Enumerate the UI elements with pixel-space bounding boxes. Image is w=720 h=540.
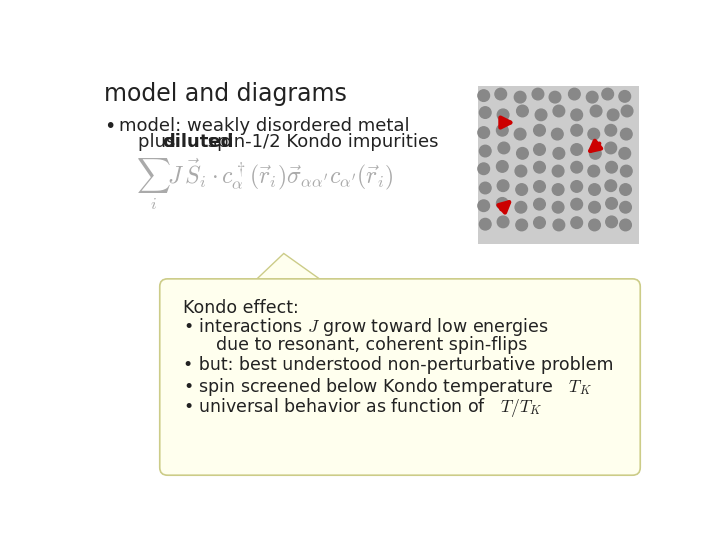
Circle shape <box>588 129 600 140</box>
Text: plus: plus <box>138 133 181 151</box>
Circle shape <box>534 181 545 192</box>
Circle shape <box>606 161 617 173</box>
FancyBboxPatch shape <box>160 279 640 475</box>
Circle shape <box>621 165 632 177</box>
Circle shape <box>590 105 602 117</box>
Circle shape <box>569 88 580 100</box>
Circle shape <box>606 198 617 209</box>
Circle shape <box>621 105 633 117</box>
Circle shape <box>553 219 564 231</box>
Circle shape <box>605 125 616 136</box>
Circle shape <box>497 125 508 136</box>
Circle shape <box>534 125 545 136</box>
Circle shape <box>515 201 527 213</box>
Circle shape <box>534 144 545 156</box>
Circle shape <box>498 109 509 120</box>
Circle shape <box>620 219 631 231</box>
Text: • interactions $J$ grow toward low energies: • interactions $J$ grow toward low energ… <box>183 316 549 338</box>
Circle shape <box>534 161 545 173</box>
Circle shape <box>495 88 507 100</box>
Text: •: • <box>104 117 115 136</box>
Bar <box>250 286 330 289</box>
Circle shape <box>516 219 528 231</box>
Circle shape <box>517 105 528 117</box>
Circle shape <box>478 163 490 174</box>
Circle shape <box>514 129 526 140</box>
Circle shape <box>478 90 490 102</box>
Text: due to resonant, coherent spin-flips: due to resonant, coherent spin-flips <box>183 336 527 354</box>
Circle shape <box>534 217 545 228</box>
Polygon shape <box>249 253 330 287</box>
Circle shape <box>535 109 547 120</box>
Circle shape <box>480 182 491 194</box>
Circle shape <box>552 201 564 213</box>
Circle shape <box>589 184 600 195</box>
Text: spin-1/2 Kondo impurities: spin-1/2 Kondo impurities <box>202 133 439 151</box>
Circle shape <box>515 165 527 177</box>
Circle shape <box>590 147 601 159</box>
Circle shape <box>571 161 582 173</box>
Circle shape <box>571 109 582 120</box>
Circle shape <box>478 200 490 212</box>
Circle shape <box>606 216 617 228</box>
Circle shape <box>589 219 600 231</box>
Circle shape <box>553 105 564 117</box>
Circle shape <box>571 181 582 192</box>
Circle shape <box>534 198 545 210</box>
Circle shape <box>552 165 564 177</box>
Circle shape <box>589 201 600 213</box>
Circle shape <box>532 88 544 100</box>
Circle shape <box>571 198 582 210</box>
Circle shape <box>620 201 631 213</box>
Bar <box>477 86 639 244</box>
Circle shape <box>621 129 632 140</box>
Circle shape <box>514 91 526 103</box>
Circle shape <box>552 129 563 140</box>
Circle shape <box>586 91 598 103</box>
Circle shape <box>602 88 613 100</box>
Circle shape <box>478 127 490 138</box>
Circle shape <box>619 147 631 159</box>
Text: model and diagrams: model and diagrams <box>104 82 347 106</box>
Circle shape <box>497 198 508 209</box>
Circle shape <box>571 217 582 228</box>
Circle shape <box>498 180 509 192</box>
Text: • but: best understood non-perturbative problem: • but: best understood non-perturbative … <box>183 356 613 374</box>
Circle shape <box>619 91 631 102</box>
Text: • universal behavior as function of   $T/T_K$: • universal behavior as function of $T/T… <box>183 396 542 419</box>
Circle shape <box>517 147 528 159</box>
Circle shape <box>552 184 564 195</box>
Circle shape <box>480 145 491 157</box>
Circle shape <box>497 161 508 172</box>
Text: $\sum_i J\,\vec{S}_i \cdot c^\dagger_\alpha(\vec{r}_i)\vec{\sigma}_{\alpha\alpha: $\sum_i J\,\vec{S}_i \cdot c^\dagger_\al… <box>137 156 395 212</box>
Text: diluted: diluted <box>162 133 233 151</box>
Text: • spin screened below Kondo temperature   $T_K$: • spin screened below Kondo temperature … <box>183 376 592 398</box>
Circle shape <box>498 142 510 154</box>
Circle shape <box>605 142 616 154</box>
Circle shape <box>553 147 564 159</box>
Text: Kondo effect:: Kondo effect: <box>183 299 299 317</box>
Circle shape <box>480 107 491 118</box>
Circle shape <box>480 218 491 230</box>
Circle shape <box>620 184 631 195</box>
Circle shape <box>571 144 582 156</box>
Circle shape <box>549 91 561 103</box>
Circle shape <box>605 180 616 192</box>
Circle shape <box>516 184 528 195</box>
Circle shape <box>588 165 600 177</box>
Text: model: weakly disordered metal: model: weakly disordered metal <box>120 117 410 135</box>
Circle shape <box>607 109 619 120</box>
Circle shape <box>571 125 582 136</box>
Circle shape <box>498 216 509 228</box>
